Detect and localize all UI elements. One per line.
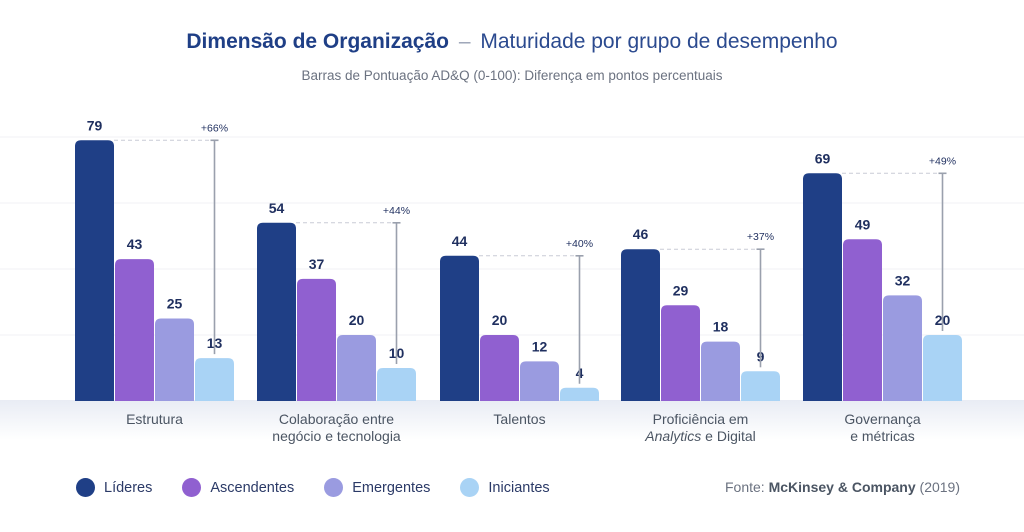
bar	[377, 368, 416, 401]
bar	[923, 335, 962, 401]
difference-label: +49%	[929, 155, 956, 167]
legend-dot-ascendentes	[182, 478, 202, 497]
title-main: Dimensão de Organização	[186, 30, 449, 53]
legend: Líderes Ascendentes Emergentes Iniciante…	[76, 478, 580, 497]
legend-item-iniciantes: Iniciantes	[460, 478, 550, 497]
data-label: 20	[492, 312, 508, 328]
data-label: 44	[452, 233, 468, 249]
bar	[701, 341, 740, 401]
data-label: 69	[815, 150, 831, 166]
chart-title: Dimensão de Organização – Maturidade por…	[0, 30, 1024, 54]
bar	[337, 335, 376, 401]
legend-label-ascendentes: Ascendentes	[210, 479, 295, 496]
data-label: 32	[895, 272, 911, 288]
bar	[883, 295, 922, 401]
data-label: 29	[673, 282, 689, 298]
bar	[621, 249, 660, 401]
data-label: 43	[127, 236, 143, 252]
legend-item-lideres: Líderes	[76, 478, 152, 497]
legend-dot-lideres	[76, 478, 95, 497]
category-label: Colaboração entre	[279, 411, 394, 427]
legend-item-ascendentes: Ascendentes	[182, 478, 294, 497]
legend-dot-emergentes	[324, 478, 344, 497]
category-label: e métricas	[850, 428, 915, 444]
source-year: (2019)	[919, 479, 960, 495]
data-label: 49	[855, 216, 871, 232]
legend-label-emergentes: Emergentes	[352, 479, 431, 496]
difference-label: +40%	[566, 238, 593, 250]
category-label: Talentos	[493, 411, 545, 427]
category-label: Analytics e Digital	[644, 428, 756, 444]
bar	[560, 387, 599, 401]
title-rest: Maturidade por grupo de desempenho	[480, 30, 838, 53]
bar	[803, 173, 842, 401]
data-label: 46	[633, 226, 649, 242]
bar	[195, 358, 234, 401]
source-prefix: Fonte:	[725, 479, 765, 495]
bar	[155, 318, 194, 401]
legend-dot-iniciantes	[460, 478, 480, 497]
bar	[520, 361, 559, 401]
data-label: 79	[87, 117, 103, 133]
bar	[257, 222, 296, 401]
legend-item-emergentes: Emergentes	[324, 478, 430, 497]
legend-label-iniciantes: Iniciantes	[488, 479, 550, 496]
data-label: 25	[167, 296, 183, 312]
difference-label: +44%	[383, 205, 410, 217]
bar	[297, 278, 336, 401]
data-label: 18	[713, 319, 729, 335]
data-label: 37	[309, 256, 325, 272]
difference-label: +66%	[201, 122, 228, 134]
legend-label-lideres: Líderes	[104, 479, 153, 496]
bar	[440, 255, 479, 401]
chart-floor-shadow	[0, 400, 1024, 440]
category-label: Estrutura	[126, 411, 183, 427]
category-label: negócio e tecnologia	[272, 428, 401, 444]
data-label: 54	[269, 200, 285, 216]
source-brand: McKinsey & Company	[768, 479, 916, 495]
bar	[480, 335, 519, 401]
bar	[75, 140, 114, 402]
bar	[741, 371, 780, 401]
category-label: Proficiência em	[653, 411, 749, 427]
source-note: Fonte: McKinsey & Company (2019)	[725, 479, 960, 495]
bar	[661, 305, 700, 401]
data-label: 12	[532, 338, 548, 354]
title-dash: –	[458, 30, 471, 53]
bar	[115, 259, 154, 401]
difference-label: +37%	[747, 231, 774, 243]
data-label: 20	[349, 312, 365, 328]
category-label: Governança	[844, 411, 920, 427]
chart-subtitle: Barras de Pontuação AD&Q (0-100): Difere…	[301, 68, 723, 83]
bar	[843, 239, 882, 401]
